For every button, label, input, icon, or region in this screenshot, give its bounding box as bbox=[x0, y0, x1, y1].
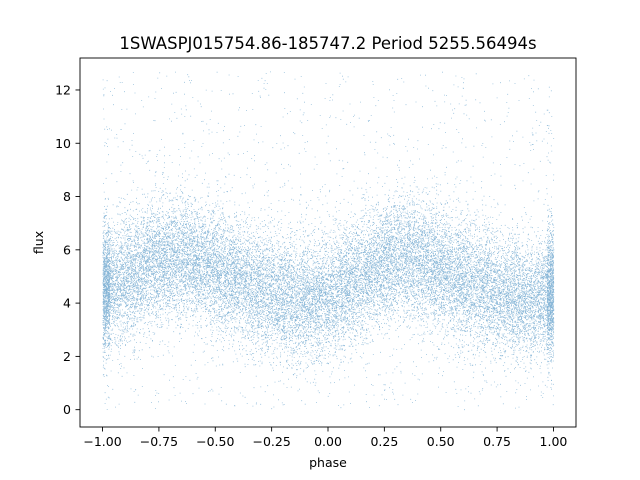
x-tick-label: 0.75 bbox=[483, 434, 511, 449]
x-tick-label: 0.00 bbox=[314, 434, 342, 449]
y-tick-label: 10 bbox=[55, 136, 71, 151]
y-axis-label: flux bbox=[31, 231, 46, 254]
chart-title: 1SWASPJ015754.86-185747.2 Period 5255.56… bbox=[119, 34, 536, 53]
x-tick-label: 0.50 bbox=[427, 434, 455, 449]
x-axis: −1.00 −0.75 −0.50 −0.25 0.00 0.25 0.50 0.75 1.00 bbox=[83, 427, 567, 449]
x-tick-label: −1.00 bbox=[83, 434, 121, 449]
data-points bbox=[102, 71, 555, 411]
y-tick-label: 6 bbox=[63, 242, 71, 257]
y-tick-label: 4 bbox=[63, 296, 71, 311]
x-tick-label: 1.00 bbox=[540, 434, 568, 449]
scatter-points bbox=[102, 71, 555, 411]
y-tick-label: 0 bbox=[63, 402, 71, 417]
y-tick-label: 8 bbox=[63, 189, 71, 204]
x-tick-label: −0.25 bbox=[252, 434, 290, 449]
y-tick-label: 2 bbox=[63, 349, 71, 364]
x-tick-label: −0.50 bbox=[196, 434, 234, 449]
x-tick-label: −0.75 bbox=[140, 434, 178, 449]
x-axis-label: phase bbox=[309, 455, 347, 470]
x-tick-label: 0.25 bbox=[370, 434, 398, 449]
y-tick-label: 12 bbox=[55, 82, 71, 97]
y-axis: 0 2 4 6 8 10 12 bbox=[55, 82, 80, 417]
